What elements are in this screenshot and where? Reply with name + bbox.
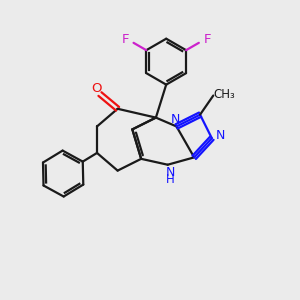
Text: H: H [166, 173, 175, 186]
Text: N: N [166, 166, 175, 179]
Text: CH₃: CH₃ [214, 88, 236, 100]
Text: N: N [215, 129, 225, 142]
Text: F: F [203, 33, 211, 46]
Text: N: N [170, 113, 180, 127]
Text: F: F [122, 33, 129, 46]
Text: O: O [92, 82, 102, 95]
